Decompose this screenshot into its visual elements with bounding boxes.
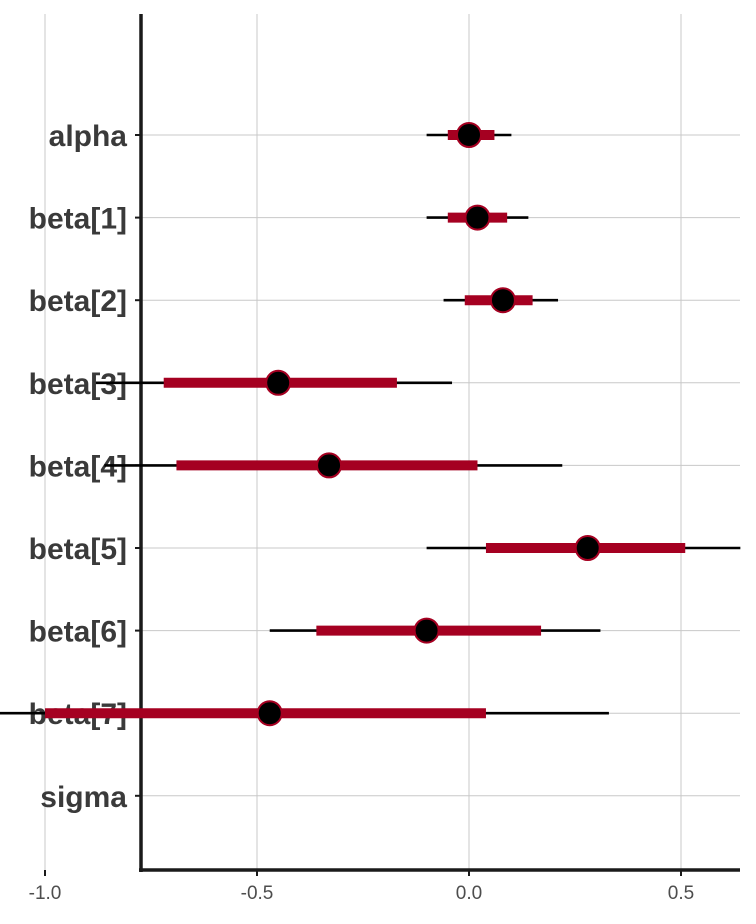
y-tick-label: alpha (49, 120, 128, 153)
param-beta6 (269, 617, 601, 644)
y-tick-label: beta[6] (29, 616, 127, 649)
median-point (316, 452, 343, 479)
x-tick-label: -0.5 (241, 883, 274, 904)
median-point (464, 204, 491, 231)
median-point (265, 369, 292, 396)
median-point (489, 287, 516, 314)
y-tick-label: beta[2] (29, 285, 127, 318)
y-tick-label: beta[4] (29, 450, 127, 483)
median-point (256, 700, 283, 727)
param-beta5 (426, 535, 741, 561)
y-tick-label: beta[3] (29, 368, 127, 401)
median-point (456, 122, 482, 148)
y-tick-label: sigma (40, 781, 127, 814)
x-tick-label: 0.5 (668, 883, 694, 904)
param-beta3 (95, 369, 453, 396)
param-alpha (426, 122, 512, 148)
y-tick-label: beta[5] (29, 533, 127, 566)
median-point (574, 535, 601, 561)
median-point (413, 617, 440, 644)
param-beta1 (426, 204, 529, 231)
x-tick-label: 0.0 (456, 883, 482, 904)
param-beta7 (0, 700, 609, 727)
param-beta2 (443, 287, 559, 314)
x-tick-label: -1.0 (29, 883, 62, 904)
param-beta4 (104, 452, 563, 479)
y-tick-label: beta[1] (29, 203, 127, 236)
